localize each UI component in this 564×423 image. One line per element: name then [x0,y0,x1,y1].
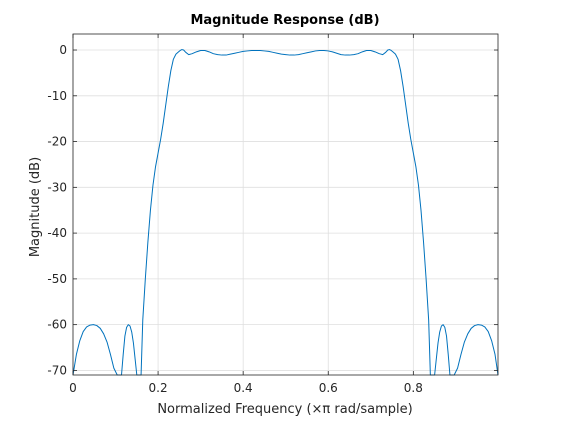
x-tick-label: 0.8 [404,381,423,395]
x-tick-label: 0.2 [149,381,168,395]
chart-title: Magnitude Response (dB) [190,13,379,28]
axes-box [72,33,499,376]
y-tick-label: 0 [59,43,67,57]
y-tick-label: -70 [47,363,67,377]
grid-lines [72,34,498,375]
ticks: 0 0.2 0.4 0.6 0.8 0 -10 -20 -30 -40 -50 -60 -70 [47,34,498,395]
y-tick-label: -20 [47,135,67,149]
x-tick-label: 0.6 [319,381,338,395]
plot-area [72,49,499,376]
y-tick-label: -60 [47,318,67,332]
x-axis-label: Normalized Frequency (×π rad/sample) [157,402,412,417]
y-axis-label: Magnitude (dB) [28,157,43,257]
magnitude-series-line [72,49,499,376]
y-tick-label: -50 [47,272,67,286]
x-tick-label: 0 [69,381,77,395]
y-tick-label: -40 [47,226,67,240]
x-tick-label: 0.4 [234,381,253,395]
y-tick-label: -30 [47,180,67,194]
y-tick-label: -10 [47,89,67,103]
